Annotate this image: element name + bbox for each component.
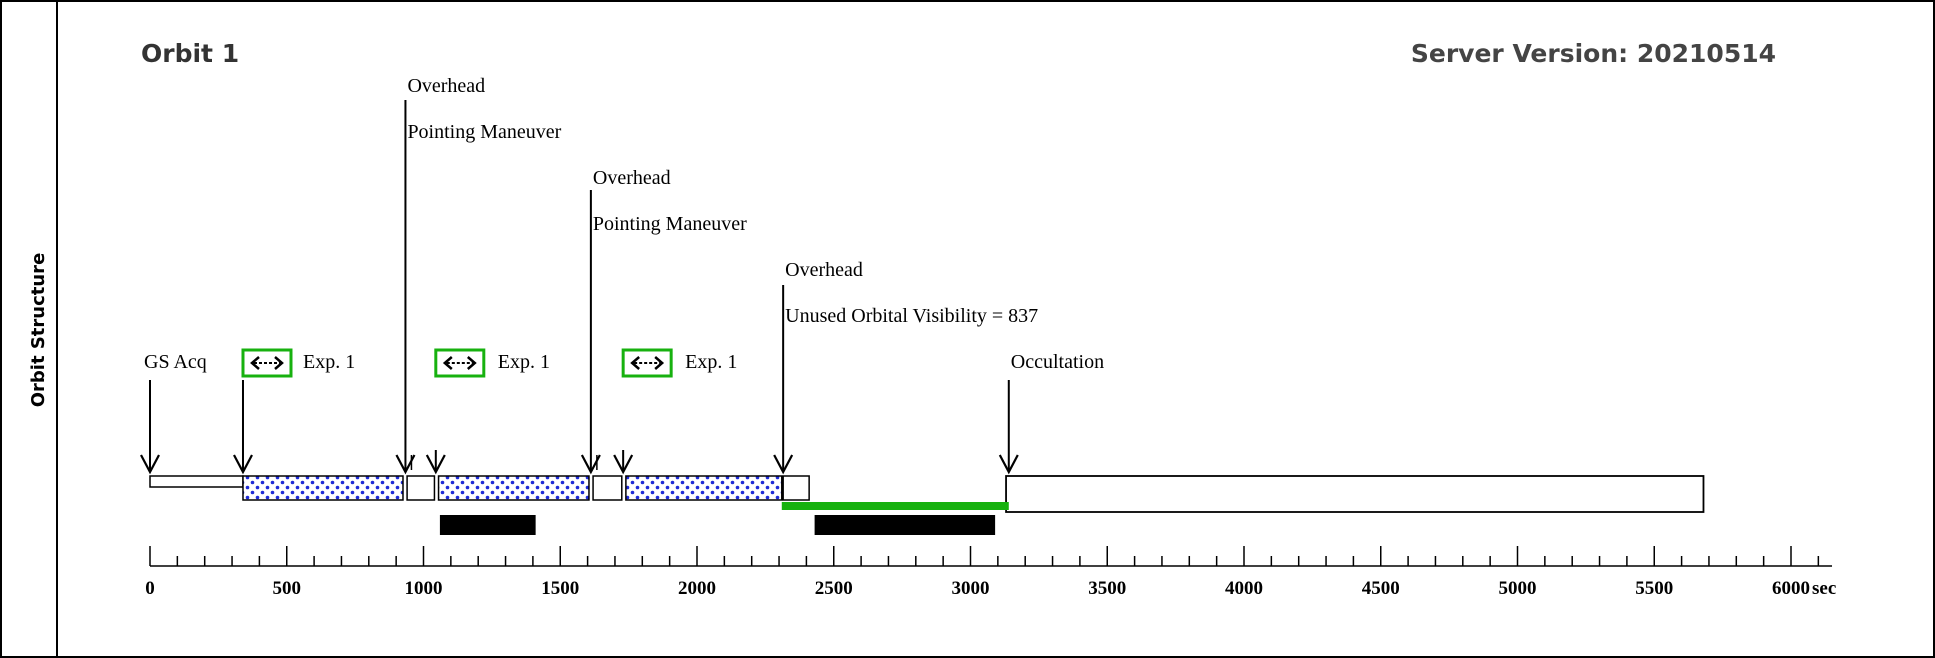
pointing-maneuver-label: Pointing Maneuver — [407, 121, 561, 143]
occultation-segment — [1005, 475, 1705, 513]
overhead-label: Overhead — [407, 75, 485, 97]
axis-tick-label: 4500 — [1362, 578, 1400, 599]
axis-tick-label: 3000 — [952, 578, 990, 599]
axis-tick-label: 0 — [145, 578, 155, 599]
double-arrow-icon — [442, 356, 453, 370]
event-arrow-head — [140, 454, 160, 475]
server-version: Server Version: 20210514 — [1411, 39, 1776, 68]
axis-tick-label: 1500 — [541, 578, 579, 599]
axis-tick-label: 5000 — [1499, 578, 1537, 599]
black-bar — [814, 515, 996, 535]
event-arrow-head — [613, 454, 634, 475]
axis-tick-label: 2000 — [678, 578, 716, 599]
pointing-maneuver-label: Pointing Maneuver — [593, 213, 747, 235]
axis-tick-label: 2500 — [815, 578, 853, 599]
timeline: 0 500 1000 1500 2000 2500 3000 3500 4000 4500 5000… — [140, 75, 1836, 599]
side-label: Orbit Structure — [28, 253, 49, 408]
exposure-segment — [242, 475, 404, 501]
double-arrow-icon — [654, 356, 665, 370]
axis-unit-label: sec — [1812, 578, 1836, 599]
unused-visibility-bar — [781, 502, 1009, 510]
axis-tick-label: 500 — [273, 578, 302, 599]
exposure-segment — [437, 475, 590, 501]
overhead-segment — [406, 475, 436, 501]
black-bar — [439, 515, 536, 535]
exposure-label: Exp. 1 — [498, 351, 550, 373]
occultation-label: Occultation — [1011, 351, 1104, 373]
overhead-label: Overhead — [785, 259, 863, 281]
double-arrow-icon — [630, 356, 640, 370]
event-arrow-head — [773, 454, 794, 475]
overhead-segment — [592, 475, 623, 501]
event-arrow-head — [233, 454, 253, 475]
overhead-segment — [782, 475, 810, 501]
exposure-segment — [625, 475, 783, 501]
double-arrow-icon — [274, 356, 284, 370]
gs-acq-segment — [149, 475, 244, 488]
orbit-title: Orbit 1 — [141, 39, 239, 68]
overhead-label: Overhead — [593, 167, 671, 189]
axis-tick-label: 5500 — [1635, 578, 1673, 599]
unused-visibility-label: Unused Orbital Visibility = 837 — [785, 305, 1038, 327]
exposure-label: Exp. 1 — [685, 351, 737, 373]
double-arrow-icon — [466, 356, 477, 370]
double-arrow-icon — [250, 356, 260, 370]
gs-acq-label: GS Acq — [144, 351, 207, 373]
axis-tick-label: 4000 — [1225, 578, 1263, 599]
axis-tick-label: 3500 — [1088, 578, 1126, 599]
axis-tick-label: 6000 — [1772, 578, 1810, 599]
event-arrow-head — [425, 454, 446, 475]
event-arrow-head — [998, 454, 1019, 475]
exposure-label: Exp. 1 — [303, 351, 355, 373]
axis-tick-label: 1000 — [405, 578, 443, 599]
